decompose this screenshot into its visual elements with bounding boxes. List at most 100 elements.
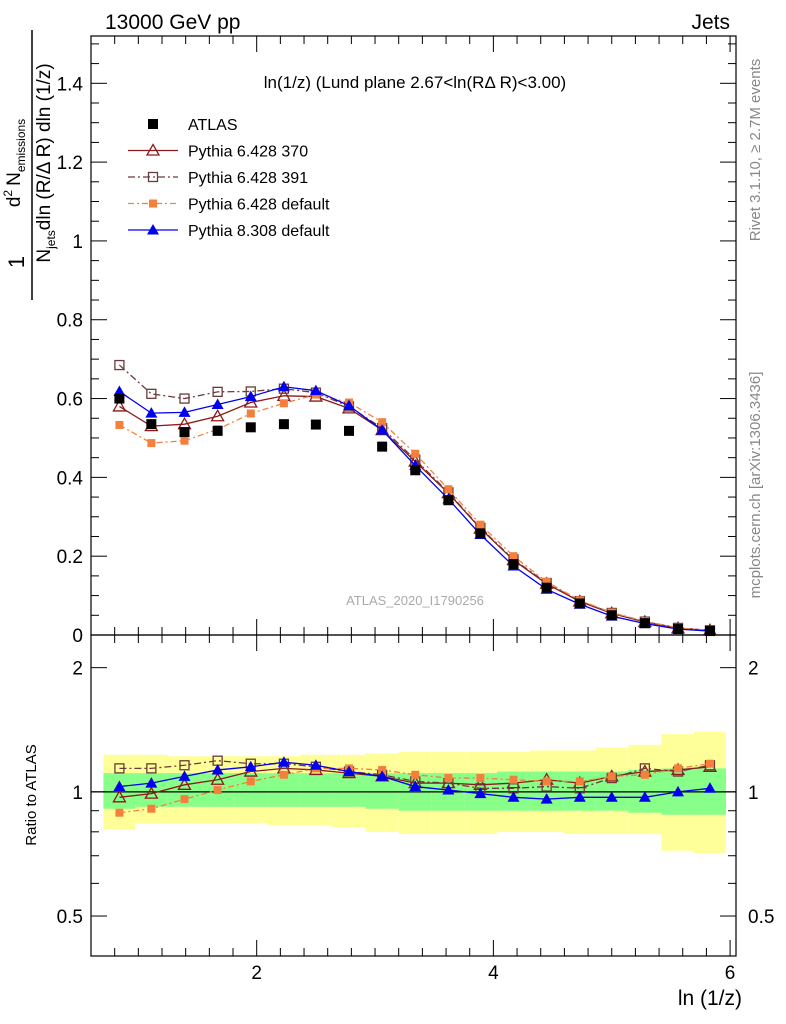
ratio-y-tick-label: 0.5 — [57, 907, 83, 928]
data-point — [180, 436, 189, 445]
y-label-d2-sup: 2 — [1, 190, 15, 197]
legend-marker — [149, 199, 157, 208]
ratio-y-tick-label: 2 — [72, 659, 83, 680]
ratio-point — [376, 770, 389, 781]
main-y-axis: 0 0.2 0.4 0.6 0.8 1 1.2 1.4 — [57, 43, 736, 647]
main-y-tick-label: 1 — [72, 232, 83, 253]
ratio-point — [246, 777, 255, 786]
data-point — [574, 598, 585, 609]
ratio-point — [638, 791, 651, 802]
header-right: Jets — [691, 11, 730, 34]
legend-marker — [145, 143, 161, 156]
ratio-point — [178, 770, 191, 781]
ratio-y-axis: 0.5 0.5 1 1 2 2 — [57, 659, 774, 957]
ratio-point — [573, 791, 586, 802]
data-point — [244, 390, 257, 402]
ratio-point — [343, 765, 355, 777]
ratio-point — [147, 804, 156, 813]
main-y-tick-label: 0.2 — [57, 547, 83, 568]
ratio-point — [409, 780, 422, 792]
data-point — [476, 520, 485, 529]
ratio-point — [640, 770, 649, 779]
green-band-bin — [299, 773, 333, 807]
data-point — [178, 406, 191, 417]
legend-entry: Pythia 6.428 default — [128, 197, 330, 214]
y-label-numerator: d2 Nemissions — [1, 119, 28, 207]
data-point — [378, 418, 387, 427]
ratio-point — [507, 791, 520, 802]
ratio-point — [244, 760, 257, 772]
chart-title: ln(1/z) (Lund plane 2.67<ln(RΔ R)<3.00) — [264, 73, 566, 92]
header-left: 13000 GeV pp — [105, 11, 240, 34]
data-point — [145, 407, 158, 418]
ratio-point — [213, 786, 222, 795]
ratio-point — [211, 763, 224, 775]
x-axis-label: ln (1/z) — [678, 987, 742, 1010]
data-point — [113, 385, 126, 396]
main-y-tick-label: 1.2 — [57, 153, 83, 174]
data-point — [115, 420, 124, 429]
y-label-one: 1 — [4, 256, 29, 268]
data-point — [179, 427, 190, 438]
ratio-y-tick-label: 1 — [72, 783, 83, 804]
ratio-point — [112, 789, 127, 803]
data-point — [508, 559, 519, 570]
ratio-series-pythia-8-308-default — [113, 756, 716, 804]
legend-entry: Pythia 6.428 391 — [128, 170, 308, 187]
ratio-point — [476, 774, 485, 783]
data-point — [343, 399, 355, 411]
main-y-tick-label: 0.6 — [57, 390, 83, 411]
series-line — [118, 364, 711, 631]
ratio-point — [542, 777, 551, 786]
y-label-n-jets-sub: jets — [44, 230, 58, 250]
main-series-layer — [112, 359, 718, 637]
legend-label: Pythia 6.428 370 — [188, 144, 308, 161]
x-tick-label: 6 — [725, 963, 736, 984]
legend-label: Pythia 8.308 default — [188, 223, 330, 240]
ratio-point — [114, 763, 125, 774]
legend-marker — [148, 119, 158, 129]
data-point — [146, 419, 157, 430]
data-point — [376, 424, 389, 435]
data-point — [279, 399, 288, 408]
data-point — [277, 380, 290, 392]
data-point — [211, 398, 224, 409]
ratio-point — [442, 784, 455, 795]
data-point — [310, 419, 321, 430]
y-label-dln: dln (R/Δ R) dln (1/z) — [34, 63, 55, 230]
ratio-y-tick-label-right: 2 — [748, 659, 759, 680]
green-band-bin — [332, 773, 366, 807]
legend: ATLAS Pythia 6.428 370 Pythia 6.428 391 Pyt… — [128, 117, 330, 240]
main-y-tick-label: 0 — [72, 626, 83, 647]
legend-label: Pythia 6.428 391 — [188, 170, 308, 187]
watermark: ATLAS_2020_I1790256 — [346, 593, 484, 608]
y-label-denominator: Njetsdln (R/Δ R) dln (1/z) — [34, 63, 58, 262]
ratio-point — [210, 772, 225, 785]
ratio-point — [378, 765, 387, 774]
data-point — [246, 409, 255, 418]
rivet-label: Rivet 3.1.10, ≥ 2.7M events — [747, 59, 764, 242]
data-point — [146, 388, 157, 399]
main-y-tick-label: 1.4 — [57, 74, 84, 95]
data-point — [444, 485, 453, 494]
ratio-point — [309, 759, 322, 770]
y-label-n-em-sub: emissions — [14, 119, 28, 172]
ratio-point — [705, 759, 714, 768]
ratio-point — [177, 777, 192, 790]
y-label-n-em: N — [4, 172, 25, 186]
svg-text:d2Nemissions: d2 Nemissions — [1, 119, 28, 207]
y-label-n-jets: N — [34, 249, 55, 263]
main-x-axis — [114, 36, 731, 635]
y-label-d2: d — [4, 197, 25, 208]
legend-label: ATLAS — [188, 117, 238, 134]
ratio-point — [703, 782, 716, 793]
ratio-point — [277, 756, 290, 767]
ratio-point — [144, 786, 159, 799]
ratio-point — [607, 772, 616, 781]
legend-entry: ATLAS — [148, 117, 238, 134]
series-atlas — [114, 393, 715, 637]
ratio-point — [509, 775, 518, 784]
mcplots-label: mcplots.cern.ch [arXiv:1306.3436] — [747, 372, 764, 599]
data-point — [245, 422, 256, 433]
data-point — [147, 439, 156, 448]
